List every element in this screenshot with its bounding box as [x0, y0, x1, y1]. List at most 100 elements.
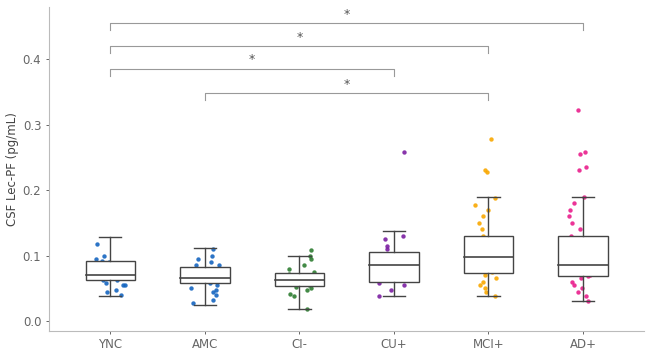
Point: [120, 267, 130, 273]
Point: [192, 271, 202, 277]
Point: [576, 276, 586, 281]
Point: [487, 269, 497, 275]
Point: [573, 107, 583, 113]
Point: [202, 276, 213, 281]
Point: [576, 243, 586, 248]
Point: [488, 243, 499, 248]
Point: [478, 279, 488, 285]
Bar: [369, 252, 419, 282]
Bar: [275, 273, 324, 286]
Point: [392, 256, 402, 262]
Point: [469, 262, 480, 268]
Point: [109, 261, 120, 266]
Point: [306, 256, 317, 262]
Point: [590, 262, 600, 268]
Point: [398, 233, 408, 239]
Point: [97, 258, 107, 263]
Point: [486, 136, 496, 142]
Point: [573, 236, 584, 242]
Point: [98, 277, 109, 283]
Point: [387, 253, 397, 258]
Point: [577, 285, 587, 291]
Point: [585, 272, 595, 278]
Point: [92, 241, 102, 247]
Point: [206, 253, 216, 258]
Point: [567, 220, 577, 226]
Bar: [464, 236, 513, 273]
Bar: [558, 236, 608, 276]
Point: [496, 240, 506, 245]
Bar: [86, 261, 135, 280]
Point: [568, 282, 578, 288]
Point: [393, 259, 403, 265]
Text: *: *: [344, 7, 350, 21]
Point: [474, 246, 484, 252]
Point: [309, 269, 319, 275]
Point: [382, 243, 393, 248]
Point: [114, 269, 124, 275]
Point: [104, 259, 114, 265]
Point: [283, 271, 294, 277]
Point: [306, 272, 316, 278]
Point: [190, 267, 200, 273]
Point: [213, 262, 224, 268]
Point: [480, 272, 491, 278]
Point: [116, 292, 126, 298]
Point: [200, 269, 211, 275]
Point: [205, 259, 216, 265]
Point: [486, 250, 497, 255]
Point: [212, 272, 222, 278]
Point: [480, 168, 490, 174]
Point: [402, 269, 412, 275]
Point: [98, 273, 108, 279]
Point: [205, 280, 215, 286]
Point: [111, 287, 121, 292]
Point: [400, 261, 410, 266]
Point: [476, 266, 486, 271]
Point: [589, 246, 599, 252]
Point: [375, 276, 385, 281]
Point: [382, 267, 392, 273]
Point: [580, 293, 591, 299]
Point: [564, 213, 574, 219]
Point: [211, 292, 221, 298]
Bar: [180, 267, 229, 283]
Point: [115, 265, 125, 270]
Point: [579, 240, 590, 245]
Point: [207, 297, 218, 303]
Point: [474, 220, 484, 226]
Point: [382, 246, 392, 252]
Point: [208, 289, 218, 295]
Point: [302, 276, 312, 281]
Point: [481, 289, 491, 295]
Point: [475, 282, 486, 288]
Point: [209, 266, 220, 271]
Point: [399, 282, 410, 288]
Point: [583, 273, 593, 279]
Point: [303, 273, 313, 279]
Point: [567, 279, 577, 285]
Point: [289, 293, 300, 299]
Point: [305, 253, 315, 258]
Point: [575, 227, 586, 232]
Point: [398, 149, 409, 155]
Point: [109, 276, 119, 281]
Point: [476, 227, 487, 232]
Point: [574, 168, 584, 174]
Point: [469, 256, 480, 262]
Point: [587, 253, 597, 258]
Point: [291, 280, 301, 286]
Y-axis label: CSF Lec-PF (pg/mL): CSF Lec-PF (pg/mL): [6, 112, 19, 226]
Point: [112, 277, 122, 283]
Point: [211, 287, 221, 292]
Point: [291, 284, 301, 290]
Point: [491, 276, 501, 281]
Point: [101, 271, 111, 277]
Point: [572, 256, 582, 262]
Point: [99, 267, 110, 273]
Point: [478, 233, 489, 239]
Text: *: *: [249, 54, 255, 66]
Point: [208, 246, 218, 252]
Point: [101, 280, 111, 286]
Point: [120, 282, 130, 288]
